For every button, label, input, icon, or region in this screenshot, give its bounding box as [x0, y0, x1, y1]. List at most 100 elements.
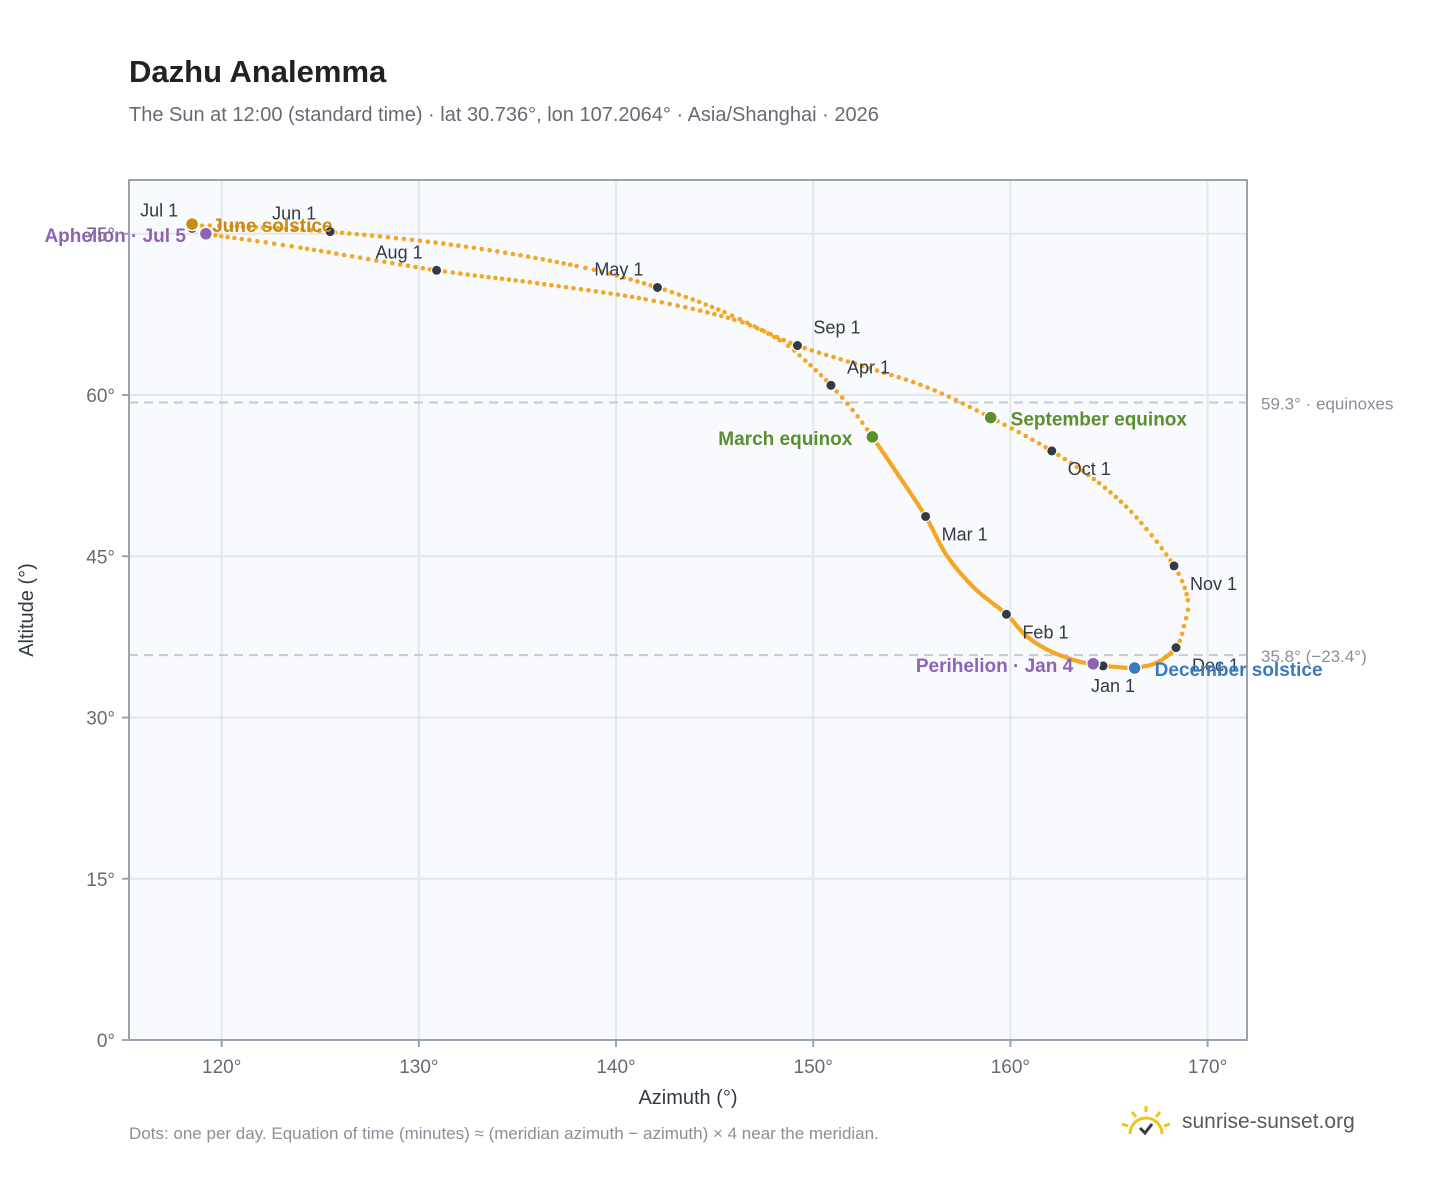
- day-dot: [690, 306, 696, 312]
- brand-text[interactable]: sunrise-sunset.org: [1182, 1110, 1355, 1133]
- day-dot: [1068, 460, 1074, 466]
- brand[interactable]: sunrise-sunset.org: [1120, 1104, 1355, 1140]
- day-dot: [1096, 480, 1102, 486]
- day-dot: [1176, 571, 1181, 577]
- day-dot: [669, 289, 675, 295]
- day-dot: [716, 307, 721, 312]
- footer-note: Dots: one per day. Equation of time (min…: [129, 1124, 879, 1143]
- day-dot: [967, 404, 973, 410]
- day-dot: [554, 259, 560, 265]
- day-dot: [547, 258, 553, 264]
- month-marker: [1046, 445, 1058, 457]
- day-dot: [472, 273, 478, 278]
- event-marker: [184, 216, 200, 232]
- month-marker-label: Jul 1: [140, 200, 178, 220]
- day-dot: [1102, 485, 1108, 491]
- day-dot: [1043, 444, 1048, 450]
- event-marker: [983, 410, 998, 425]
- day-dot: [839, 395, 845, 400]
- day-dot: [834, 389, 839, 394]
- day-dot: [768, 331, 773, 337]
- day-dot: [317, 228, 322, 234]
- day-dot: [420, 265, 426, 271]
- day-dot: [761, 328, 767, 334]
- day-dot: [1144, 526, 1149, 532]
- day-dot: [709, 304, 715, 310]
- day-dot: [729, 313, 735, 318]
- month-marker-label: Apr 1: [847, 357, 890, 377]
- day-dot: [308, 227, 314, 233]
- event-label: March equinox: [718, 429, 853, 450]
- month-markers: Jan 1 Feb 1 Mar 1 Apr 1 May 1 Jun 1 Jul 1 Aug 1…: [140, 200, 1239, 696]
- day-dot: [774, 334, 780, 340]
- day-dot: [838, 357, 843, 362]
- day-dot: [903, 377, 909, 382]
- day-dot: [1062, 456, 1068, 462]
- day-dot: [289, 244, 295, 249]
- day-dot: [860, 420, 865, 426]
- day-dot: [1056, 452, 1061, 458]
- day-dot: [719, 313, 724, 319]
- event-marker: [198, 226, 214, 241]
- y-tick-label: 75°: [86, 225, 115, 246]
- day-dot: [433, 240, 438, 245]
- day-dot: [326, 250, 332, 255]
- month-marker: [1170, 642, 1182, 654]
- day-dot: [696, 299, 702, 305]
- day-dot: [845, 359, 851, 364]
- day-dot: [232, 235, 237, 241]
- month-marker-label: Sep 1: [813, 318, 860, 338]
- day-dot: [207, 223, 212, 228]
- day-dot: [246, 224, 252, 230]
- day-dot: [918, 382, 923, 388]
- event-marker: [1085, 656, 1101, 671]
- day-dot: [493, 275, 498, 281]
- day-dot: [441, 241, 446, 246]
- axis-ticks: 120° 130° 140° 150° 160° 170° 0° 15° 30° 45° 60° 75…: [86, 225, 1227, 1078]
- day-dot: [1179, 631, 1185, 637]
- day-dot: [683, 294, 689, 300]
- day-dot: [932, 388, 937, 393]
- day-dot: [593, 289, 599, 294]
- day-dot: [925, 385, 930, 390]
- day-dot: [845, 401, 850, 407]
- day-dot: [1134, 515, 1139, 520]
- plot-frame: [128, 179, 1248, 1041]
- day-dot: [385, 234, 391, 240]
- day-dot: [275, 225, 281, 231]
- day-dot: [213, 232, 218, 238]
- x-tick-label: 140°: [596, 1057, 635, 1078]
- day-dot: [1177, 638, 1183, 644]
- month-marker-label: Dec 1: [1192, 656, 1239, 676]
- day-dot: [513, 278, 518, 283]
- day-dot: [578, 286, 584, 292]
- plot-area: [129, 180, 1247, 1040]
- day-dot: [628, 277, 633, 282]
- y-tick-label: 45°: [86, 547, 115, 568]
- day-dot: [1016, 429, 1021, 435]
- month-marker-label: Feb 1: [1022, 622, 1068, 642]
- day-dot: [499, 276, 505, 282]
- day-dot: [808, 363, 813, 368]
- day-dot: [291, 226, 297, 232]
- day-dot: [377, 234, 383, 239]
- reference-line-label: 59.3° · equinoxes: [1261, 395, 1394, 414]
- day-dot: [703, 302, 708, 307]
- day-dot: [458, 271, 463, 276]
- day-dot: [740, 320, 745, 325]
- day-dot: [614, 273, 619, 278]
- day-dot: [867, 366, 872, 371]
- day-dot: [797, 353, 802, 358]
- day-dot: [225, 234, 230, 240]
- day-dot: [591, 267, 597, 273]
- day-dot: [563, 284, 569, 290]
- day-dot: [425, 239, 431, 244]
- day-dot: [1002, 422, 1007, 428]
- day-dot: [615, 292, 621, 297]
- day-dot: [495, 249, 500, 254]
- day-dot: [311, 247, 317, 253]
- day-dot: [853, 361, 858, 367]
- day-dot: [712, 311, 717, 317]
- day-dot: [549, 282, 554, 288]
- day-dot: [705, 310, 710, 315]
